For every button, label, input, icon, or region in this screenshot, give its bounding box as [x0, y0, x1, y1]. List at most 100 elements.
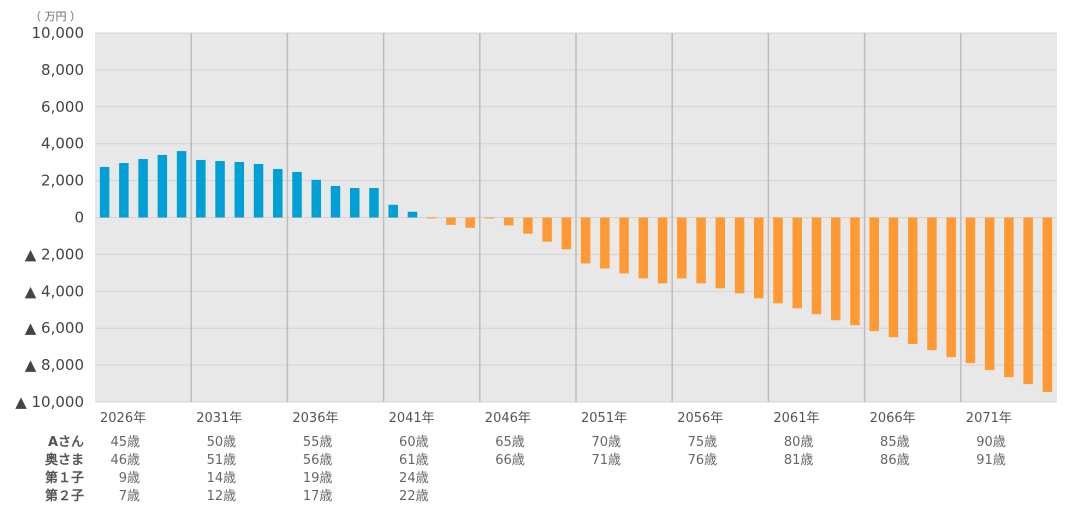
age-value: 7歳	[119, 489, 140, 504]
bar-2027	[119, 163, 129, 218]
bar-2041	[388, 204, 398, 218]
bar-2043	[426, 217, 437, 219]
age-value: 19歳	[303, 471, 333, 486]
age-value: 22歳	[399, 489, 429, 504]
y-tick-label: ▲ 8,000	[25, 356, 84, 374]
age-value: 60歳	[399, 435, 429, 450]
y-tick-label: 4,000	[41, 135, 84, 153]
bar-2035	[273, 168, 283, 218]
bar-2059	[734, 217, 745, 294]
bar-2058	[715, 217, 726, 289]
y-tick-label: 6,000	[41, 98, 84, 116]
bar-2031	[196, 159, 206, 218]
age-value: 65歳	[495, 435, 525, 450]
age-value: 17歳	[303, 489, 333, 504]
x-tick-label: 2051年	[581, 411, 627, 426]
bar-2074	[1023, 217, 1033, 385]
age-value: 14歳	[207, 471, 237, 486]
bar-2040	[369, 187, 379, 218]
bar-2052	[600, 217, 610, 269]
y-tick-label: 10,000	[32, 24, 85, 42]
y-tick-label: ▲ 6,000	[25, 319, 84, 337]
bar-2047	[503, 217, 514, 226]
bar-2065	[850, 217, 860, 326]
bar-2048	[523, 217, 533, 234]
bar-2067	[888, 217, 899, 338]
bar-2036	[292, 171, 302, 218]
unit-label: （ 万円 ）	[30, 10, 81, 23]
age-value: 76歳	[688, 453, 718, 468]
x-tick-label: 2061年	[773, 411, 819, 426]
bar-2072	[984, 217, 995, 371]
age-value: 61歳	[399, 453, 429, 468]
bar-2050	[561, 217, 572, 250]
x-tick-label: 2026年	[100, 411, 146, 426]
age-value: 55歳	[303, 435, 333, 450]
bar-2057	[696, 217, 706, 284]
bar-2070	[946, 217, 956, 358]
x-tick-label: 2056年	[677, 411, 723, 426]
age-row-label: 第１子	[45, 470, 84, 486]
age-value: 91歳	[976, 453, 1006, 468]
age-value: 71歳	[591, 453, 621, 468]
age-value: 86歳	[880, 453, 910, 468]
bar-2063	[811, 217, 822, 315]
bar-2054	[638, 217, 649, 279]
age-row-label: 奥さま	[45, 452, 84, 468]
bar-2028	[138, 159, 148, 218]
bar-2026	[99, 166, 110, 218]
age-value: 50歳	[207, 435, 237, 450]
age-value: 56歳	[303, 453, 333, 468]
bar-2032	[215, 161, 225, 218]
age-value: 45歳	[110, 435, 140, 450]
bar-2069	[927, 217, 937, 351]
x-tick-label: 2036年	[292, 411, 338, 426]
bar-2055	[657, 217, 668, 284]
x-tick-label: 2071年	[966, 411, 1012, 426]
y-tick-label: 0	[74, 209, 84, 227]
age-row-label: 第２子	[45, 488, 84, 504]
age-value: 51歳	[207, 453, 237, 468]
bar-2060	[754, 217, 764, 299]
bar-2062	[792, 217, 803, 309]
age-row-label: Aさん	[48, 435, 84, 450]
y-tick-label: 2,000	[41, 172, 84, 190]
x-tick-label: 2031年	[196, 411, 242, 426]
bar-2071	[965, 217, 976, 364]
bar-2061	[773, 217, 783, 304]
age-value: 75歳	[688, 435, 718, 450]
age-value: 85歳	[880, 435, 910, 450]
bar-2051	[580, 217, 591, 264]
bar-2044	[446, 217, 456, 225]
bar-2030	[176, 151, 187, 218]
bar-2053	[619, 217, 629, 274]
age-value: 12歳	[207, 489, 237, 504]
bar-2064	[830, 217, 841, 321]
age-value: 46歳	[110, 453, 140, 468]
age-value: 9歳	[119, 471, 140, 486]
bar-2042	[407, 211, 418, 218]
bar-2049	[542, 217, 552, 242]
age-value: 81歳	[784, 453, 814, 468]
bar-2046	[484, 217, 495, 219]
bar-2037	[311, 179, 322, 218]
bar-2056	[677, 217, 687, 279]
y-tick-label: 8,000	[41, 61, 84, 79]
bar-2066	[869, 217, 879, 332]
bar-2075	[1042, 217, 1053, 393]
bar-2039	[349, 187, 360, 218]
bar-2034	[253, 163, 264, 218]
x-tick-label: 2041年	[389, 411, 435, 426]
bar-2068	[907, 217, 918, 345]
age-value: 24歳	[399, 471, 429, 486]
bar-2029	[157, 154, 168, 218]
age-value: 70歳	[591, 435, 621, 450]
age-value: 66歳	[495, 453, 525, 468]
x-tick-label: 2066年	[870, 411, 916, 426]
y-tick-label: ▲ 4,000	[25, 282, 84, 300]
y-tick-label: ▲ 2,000	[25, 245, 84, 263]
bar-2033	[234, 161, 245, 218]
bar-2045	[465, 217, 475, 228]
